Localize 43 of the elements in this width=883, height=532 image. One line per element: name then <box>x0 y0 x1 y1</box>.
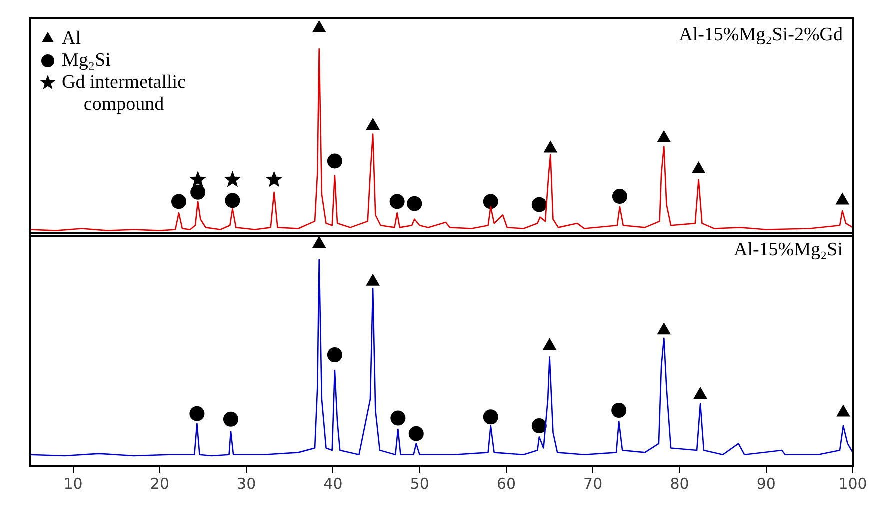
point <box>390 410 406 426</box>
x-tick-label: 20 <box>150 474 170 493</box>
point <box>612 403 627 418</box>
x-tick-label: 70 <box>584 474 603 493</box>
point <box>408 426 424 442</box>
chart-title: Al-15%Mg₂Si <box>734 239 843 260</box>
point <box>692 162 706 174</box>
point <box>658 323 671 335</box>
point <box>190 170 207 188</box>
point <box>190 406 205 422</box>
x-tick-label: 90 <box>756 474 776 493</box>
x-tick-label: 100 <box>838 474 868 493</box>
point <box>266 170 283 188</box>
point <box>407 196 422 212</box>
point <box>190 184 206 200</box>
point <box>532 418 547 434</box>
point <box>612 189 628 204</box>
x-tick-label: 30 <box>237 474 256 493</box>
legend-label: Gd intermetallic compound <box>62 72 186 115</box>
x-tick-label: 40 <box>324 474 343 493</box>
x-tick-label: 60 <box>496 474 516 493</box>
x-tick-label: 50 <box>410 474 430 493</box>
point <box>172 194 187 210</box>
point <box>327 348 342 363</box>
legend-label: Mg₂Si <box>62 50 111 71</box>
point <box>658 130 671 142</box>
point <box>543 338 556 350</box>
point <box>225 193 240 208</box>
chart-title: Al-15%Mg₂Si-2%Gd <box>679 24 844 46</box>
point <box>390 194 405 210</box>
point <box>223 412 238 427</box>
x-tick-label: 80 <box>670 474 690 493</box>
point <box>366 118 380 130</box>
point <box>483 410 498 425</box>
x-tick-label: 10 <box>64 474 83 493</box>
point <box>312 236 326 248</box>
point <box>483 194 498 210</box>
point <box>327 154 342 169</box>
point <box>544 141 558 153</box>
point <box>366 274 380 286</box>
legend-label: Al <box>62 28 81 49</box>
point <box>224 170 242 188</box>
point <box>532 197 547 212</box>
